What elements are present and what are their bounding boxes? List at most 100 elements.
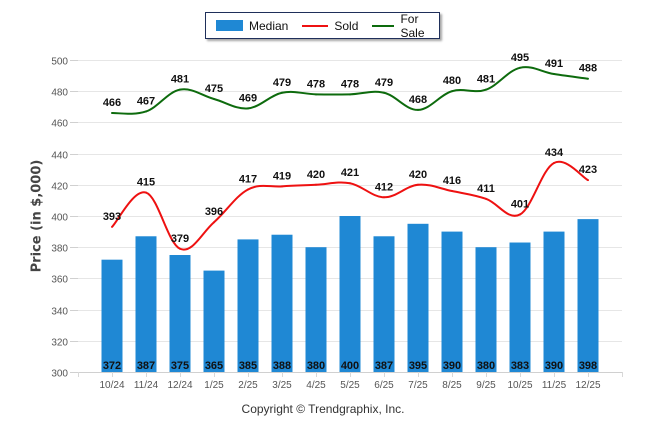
- point-for-sale: [349, 93, 351, 96]
- bar-median: [577, 219, 599, 372]
- bar-median: [509, 242, 531, 372]
- point-sold: [553, 161, 555, 164]
- x-tick-label: 11/24: [134, 380, 159, 391]
- copyright-text: Copyright © Trendgraphix, Inc.: [241, 402, 405, 416]
- bar-median: [543, 231, 565, 372]
- bar-label-median: 387: [375, 360, 393, 372]
- bar-label-median: 383: [511, 360, 529, 372]
- x-tick-label: 11/25: [542, 380, 567, 391]
- x-tick-label: 8/25: [442, 380, 462, 391]
- data-label-for-sale: 488: [579, 63, 597, 75]
- point-for-sale: [111, 112, 113, 115]
- bar-median: [305, 247, 327, 372]
- data-label-sold: 411: [477, 183, 495, 195]
- data-label-sold: 434: [545, 147, 564, 159]
- bar-median: [271, 234, 293, 372]
- x-tick-label: 2/25: [238, 380, 258, 391]
- data-label-sold: 420: [409, 169, 427, 181]
- bar-label-median: 372: [103, 360, 121, 372]
- x-tick-label: 3/25: [272, 380, 292, 391]
- point-for-sale: [315, 93, 317, 96]
- data-label-sold: 412: [375, 181, 393, 193]
- point-for-sale: [179, 88, 181, 91]
- data-label-sold: 423: [579, 164, 597, 176]
- point-for-sale: [383, 91, 385, 94]
- y-tick-label: 360: [51, 275, 68, 286]
- x-tick-label: 1/25: [204, 380, 224, 391]
- y-tick-label: 480: [51, 88, 68, 99]
- bar-median: [203, 270, 225, 372]
- x-axis: 10/24 11/24 12/24 1/25 2/25 3/25 4/25 5/25 6/25 7…: [78, 372, 623, 391]
- bar-label-median: 400: [341, 360, 359, 372]
- x-tick-label: 5/25: [340, 380, 360, 391]
- data-label-for-sale: 491: [545, 58, 563, 70]
- point-sold: [213, 221, 215, 224]
- legend-swatch-sold: [302, 24, 329, 27]
- legend-label-median: Median: [249, 18, 289, 33]
- data-label-for-sale: 478: [341, 78, 359, 90]
- data-label-for-sale: 495: [511, 52, 529, 64]
- bar-label-median: 365: [205, 360, 223, 372]
- x-tick-label: 12/25: [575, 380, 600, 391]
- data-label-sold: 379: [171, 233, 189, 245]
- series-line-labels: 393 415 379 396 417 419 420 421 412 420 416 411 401 4…: [103, 52, 597, 245]
- median-bar-labels: 372 387 375 365 385 388 380 400 387 395 390 380 383 3…: [103, 360, 597, 372]
- x-tick-label: 6/25: [374, 380, 394, 391]
- legend-item-median[interactable]: Median: [216, 19, 288, 33]
- y-tick-label: 300: [51, 369, 68, 380]
- data-label-sold: 419: [273, 170, 291, 182]
- bar-label-median: 398: [579, 360, 597, 372]
- y-tick-label: 400: [51, 213, 68, 224]
- y-axis-ticks: 300 320 340 360 380 400 420 440 460 480 500: [51, 57, 78, 380]
- point-sold: [247, 188, 249, 191]
- point-for-sale: [485, 88, 487, 91]
- y-axis-title: Price (in $,000): [29, 159, 45, 273]
- x-tick-label: 10/25: [507, 380, 532, 391]
- data-label-for-sale: 481: [477, 74, 495, 86]
- x-tick-label: 9/25: [476, 380, 496, 391]
- point-sold: [281, 185, 283, 188]
- point-sold: [179, 247, 181, 250]
- point-for-sale: [451, 90, 453, 93]
- point-sold: [383, 196, 385, 199]
- data-label-sold: 421: [341, 167, 359, 179]
- point-sold: [587, 179, 589, 182]
- bar-median: [169, 255, 191, 372]
- point-sold: [451, 190, 453, 193]
- point-sold: [519, 213, 521, 216]
- point-for-sale: [281, 91, 283, 94]
- bar-median: [373, 236, 395, 372]
- legend-swatch-median: [216, 20, 243, 31]
- y-tick-label: 420: [51, 182, 68, 193]
- x-tick-label: 10/24: [99, 380, 124, 391]
- bar-label-median: 380: [477, 360, 495, 372]
- legend-item-for-sale[interactable]: For Sale: [372, 12, 439, 40]
- legend-item-sold[interactable]: Sold: [302, 19, 358, 33]
- point-for-sale: [247, 107, 249, 110]
- data-label-for-sale: 481: [171, 74, 189, 86]
- data-label-sold: 396: [205, 206, 223, 218]
- data-label-for-sale: 480: [443, 75, 461, 87]
- y-tick-label: 500: [51, 57, 68, 68]
- data-label-for-sale: 466: [103, 97, 121, 109]
- bar-label-median: 380: [307, 360, 325, 372]
- data-label-sold: 393: [103, 211, 121, 223]
- legend: Median Sold For Sale: [205, 12, 440, 40]
- point-sold: [417, 183, 419, 186]
- bar-median: [237, 239, 259, 372]
- point-for-sale: [417, 108, 419, 111]
- bar-median: [441, 231, 463, 372]
- data-label-for-sale: 475: [205, 83, 223, 95]
- data-label-for-sale: 479: [273, 77, 291, 89]
- data-label-for-sale: 468: [409, 94, 427, 106]
- point-sold: [349, 182, 351, 185]
- data-label-for-sale: 467: [137, 95, 155, 107]
- data-label-sold: 401: [511, 198, 529, 210]
- point-sold: [111, 225, 113, 228]
- bar-label-median: 385: [239, 360, 257, 372]
- legend-label-for-sale: For Sale: [400, 11, 425, 40]
- data-label-sold: 417: [239, 173, 257, 185]
- bar-label-median: 387: [137, 360, 155, 372]
- bar-median: [339, 216, 361, 372]
